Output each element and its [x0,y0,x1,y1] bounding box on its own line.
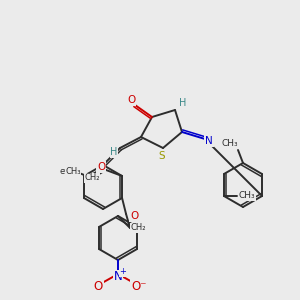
Text: H: H [179,98,187,108]
Text: CH₃: CH₃ [222,140,238,148]
Text: S: S [159,151,165,161]
Text: H: H [110,147,118,157]
Text: O: O [97,162,105,172]
Text: O⁻: O⁻ [131,280,147,292]
Text: CH₃: CH₃ [238,191,255,200]
Text: O: O [127,95,135,105]
Text: CH₂: CH₂ [130,224,146,232]
Text: CH₃: CH₃ [65,167,81,176]
Text: O: O [93,280,103,292]
Text: N: N [205,136,213,146]
Text: ethyl: ethyl [59,167,81,176]
Text: +: + [120,268,126,277]
Text: CH₂: CH₂ [84,173,100,182]
Text: N: N [114,271,122,284]
Text: O: O [130,211,138,221]
